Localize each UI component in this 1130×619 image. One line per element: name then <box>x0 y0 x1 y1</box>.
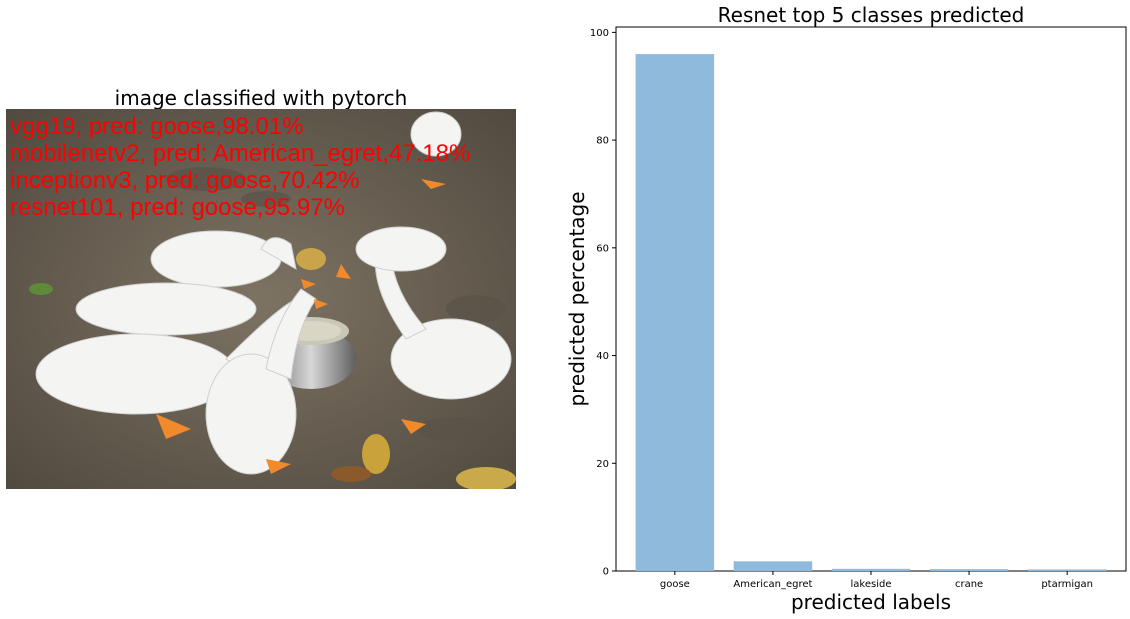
prediction-line: vgg19, pred: goose,98.01% <box>10 113 304 140</box>
prediction-line: mobilenetv2, pred: American_egret,47.18% <box>10 140 471 167</box>
bar-goose <box>635 54 715 571</box>
image-panel-title: image classified with pytorch <box>114 86 408 110</box>
y-tick-label: 40 <box>596 351 609 362</box>
chart-title: Resnet top 5 classes predicted <box>718 3 1025 27</box>
x-tick-label: lakeside <box>851 579 892 590</box>
y-tick-label: 20 <box>596 459 609 470</box>
geese-photo-illustration <box>6 109 516 489</box>
prediction-line: inceptionv3, pred: goose,70.42% <box>10 167 360 194</box>
prediction-overlay-list: vgg19, pred: goose,98.01% mobilenetv2, p… <box>10 113 470 221</box>
bar-lakeside <box>831 568 911 571</box>
bar-american-egret <box>733 561 813 571</box>
x-tick-label: goose <box>660 579 690 590</box>
x-tick-label: crane <box>955 579 983 590</box>
x-tick-label: American_egret <box>733 579 812 590</box>
bar-ptarmigan <box>1027 569 1107 571</box>
x-axis-label: predicted labels <box>791 590 951 614</box>
y-tick-label: 60 <box>596 243 609 254</box>
classified-photo: vgg19, pred: goose,98.01% mobilenetv2, p… <box>6 109 516 489</box>
y-tick-label: 80 <box>596 136 609 147</box>
prediction-line: resnet101, pred: goose,95.97% <box>10 194 345 221</box>
bar-crane <box>929 569 1009 571</box>
y-axis-label: predicted percentage <box>565 191 589 406</box>
y-tick-label: 100 <box>590 28 609 39</box>
x-tick-label: ptarmigan <box>1041 579 1093 590</box>
y-tick-label: 0 <box>603 567 609 578</box>
